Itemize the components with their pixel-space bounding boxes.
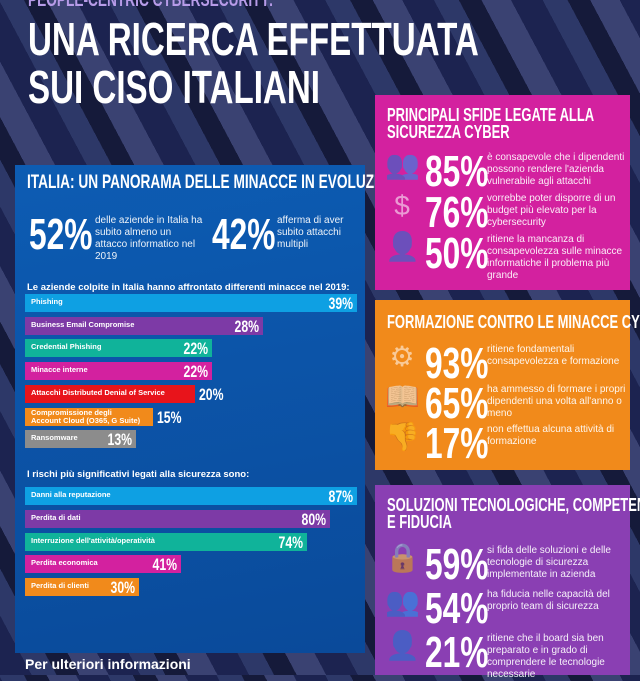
- bar-label: Perdita economica: [31, 558, 98, 568]
- stat-text: ha fiducia nelle capacità del proprio te…: [487, 589, 610, 612]
- bar-label: Perdita di dati: [31, 512, 81, 522]
- training-panel: FORMAZIONE CONTRO LE MINACCE CYBER ⚙ 93% r…: [375, 300, 640, 472]
- stat-row: $76% vorrebbe poter disporre di un budget…: [375, 191, 630, 241]
- solutions-title: SOLUZIONI TECNOLOGICHE, COMPETENZE E FIDU…: [387, 495, 640, 532]
- bar-perdita-di-dati: Perdita di dati 80%: [25, 509, 331, 529]
- bar-value: 28%: [234, 316, 260, 336]
- stat-text: vorrebbe poter disporre di un budget più…: [487, 193, 616, 228]
- threats-chart-title: Le aziende colpite in Italia hanno affro…: [27, 282, 350, 293]
- bar-perdita-economica: Perdita economica 41%: [25, 555, 182, 575]
- stat-text: ritiene fondamentali consapevolezza e fo…: [487, 344, 620, 367]
- bar-label: Danni alla reputazione: [31, 490, 111, 499]
- kicker: PEOPLE-CENTRIC CYBERSECURITY:: [28, 0, 274, 11]
- stat-value: 93%: [425, 339, 489, 388]
- stat-value: 52%: [29, 210, 93, 259]
- bar-perdita-di-clienti: Perdita di clienti 30%: [25, 578, 140, 598]
- bar-minacce-interne: Minacce interne 22%: [25, 362, 213, 382]
- bar-value: 41%: [152, 555, 178, 575]
- bar-value: 20%: [199, 384, 224, 404]
- bar-label: Perdita di clienti: [31, 581, 89, 591]
- stat-row: 👤 21% ritiene che il board sia ben prepara…: [375, 631, 630, 681]
- lock-icon: 🔒: [385, 542, 420, 573]
- risks-chart-title: I rischi più significativi legati alla s…: [27, 469, 250, 480]
- bar-label: Business Email Compromise: [31, 319, 135, 329]
- bar-credential-phishing: Credential Phishing 22%: [25, 339, 213, 359]
- stat-value: 65%: [425, 379, 489, 428]
- stat-text: non effettua alcuna attività di formazio…: [487, 424, 615, 447]
- stat-row: 👥 85% è consapevole che i dipendenti posso…: [375, 150, 630, 200]
- businessman-icon: 👤: [385, 630, 420, 661]
- stat-row: 🔒 59% si fida delle soluzioni e delle tecn…: [375, 543, 630, 593]
- stat-value: 42%: [212, 210, 276, 259]
- bar-value: 30%: [110, 578, 136, 598]
- head-gears-icon: ⚙: [389, 341, 415, 372]
- stat-row: 👎 17% non effettua alcuna attività di form…: [375, 422, 630, 472]
- bar-value: 15%: [157, 407, 182, 427]
- stat-row: 👤 50% ritiene la mancanza di consapevolezz…: [375, 232, 630, 282]
- bar-label: Attacchi Distributed Denial of Service: [31, 387, 165, 397]
- bar-value: 87%: [328, 487, 353, 506]
- stat-row: 👥 54% ha fiducia nelle capacità del propri…: [375, 587, 630, 637]
- bar-label: Compromissione degli Account Cloud (O365…: [31, 407, 141, 425]
- stat-text: delle aziende in Italia ha subito almeno…: [95, 215, 203, 262]
- stat-row: ⚙ 93% ritiene fondamentali consapevolezza …: [375, 342, 630, 392]
- more-info-link[interactable]: Per ulteriori informazioni: [25, 656, 191, 672]
- stat-text: ha ammesso di formare i propri dipendent…: [487, 384, 626, 419]
- stat-text: afferma di aver subito attacchi multipli: [277, 215, 344, 250]
- stat-text: ritiene che il board sia ben preparato e…: [487, 633, 605, 680]
- italy-panel: ITALIA: UN PANORAMA DELLE MINACCE IN EVO…: [15, 165, 407, 653]
- stat-text: si fida delle soluzioni e delle tecnolog…: [487, 545, 611, 580]
- challenges-title: PRINCIPALI SFIDE LEGATE ALLA SICUREZZA C…: [387, 105, 594, 142]
- users-icon: 👥: [385, 149, 420, 180]
- stat-value: 59%: [425, 540, 489, 589]
- stat-row: 📖 65% ha ammesso di formare i propri dipen…: [375, 382, 630, 432]
- bar-compromissione-degli-account-cloud-o365-g-suite-: Compromissione degli Account Cloud (O365…: [25, 407, 182, 426]
- bar-value: 22%: [183, 339, 209, 359]
- bar-danni-alla-reputazione: Danni alla reputazione 87%: [25, 487, 357, 505]
- stat-value: 50%: [425, 229, 489, 278]
- bar-label: Phishing: [31, 297, 63, 306]
- bar-value: 80%: [301, 509, 327, 529]
- bar-value: 39%: [328, 294, 353, 313]
- bar-business-email-compromise: Business Email Compromise 28%: [25, 316, 264, 336]
- user-alert-icon: 👤: [385, 231, 420, 262]
- bar-label: Ransomware: [31, 433, 78, 443]
- bar-value: 22%: [183, 362, 209, 382]
- thumbs-down-icon: 👎: [385, 421, 420, 452]
- challenges-panel: PRINCIPALI SFIDE LEGATE ALLA SICUREZZA C…: [375, 95, 630, 290]
- training-title: FORMAZIONE CONTRO LE MINACCE CYBER: [387, 312, 640, 332]
- bar-value: 74%: [278, 532, 304, 552]
- bar-label: Credential Phishing: [31, 342, 102, 352]
- stat-value: 54%: [425, 584, 489, 633]
- stat-text: è consapevole che i dipendenti possono r…: [487, 152, 625, 187]
- stat-value: 85%: [425, 147, 489, 196]
- stat-value: 17%: [425, 419, 489, 468]
- bar-attacchi-distributed-denial-of-service: Attacchi Distributed Denial of Service 20…: [25, 384, 224, 403]
- bar-label: Minacce interne: [31, 365, 88, 375]
- book-icon: 📖: [385, 381, 420, 412]
- stat-value: 76%: [425, 188, 489, 237]
- bar-phishing: Phishing 39%: [25, 294, 357, 312]
- page-title-line1: UNA RICERCA EFFETTUATA: [28, 13, 479, 65]
- bar-label: Interruzione dell'attività/operatività: [31, 535, 155, 545]
- stat-value: 21%: [425, 628, 489, 677]
- bar-value: 13%: [107, 430, 132, 450]
- italy-title: ITALIA: UN PANORAMA DELLE MINACCE IN EVO…: [27, 172, 408, 193]
- bar-interruzione-dell-attivit-operativit-: Interruzione dell'attività/operatività 74…: [25, 532, 308, 552]
- money-bag-icon: $: [394, 190, 410, 221]
- solutions-panel: SOLUZIONI TECNOLOGICHE, COMPETENZE E FIDU…: [375, 485, 640, 680]
- team-icon: 👥: [385, 586, 420, 617]
- page-title-line2: SUI CISO ITALIANI: [28, 61, 320, 113]
- stat-text: ritiene la mancanza di consapevolezza su…: [487, 234, 623, 281]
- bar-ransomware: Ransomware 13%: [25, 430, 136, 450]
